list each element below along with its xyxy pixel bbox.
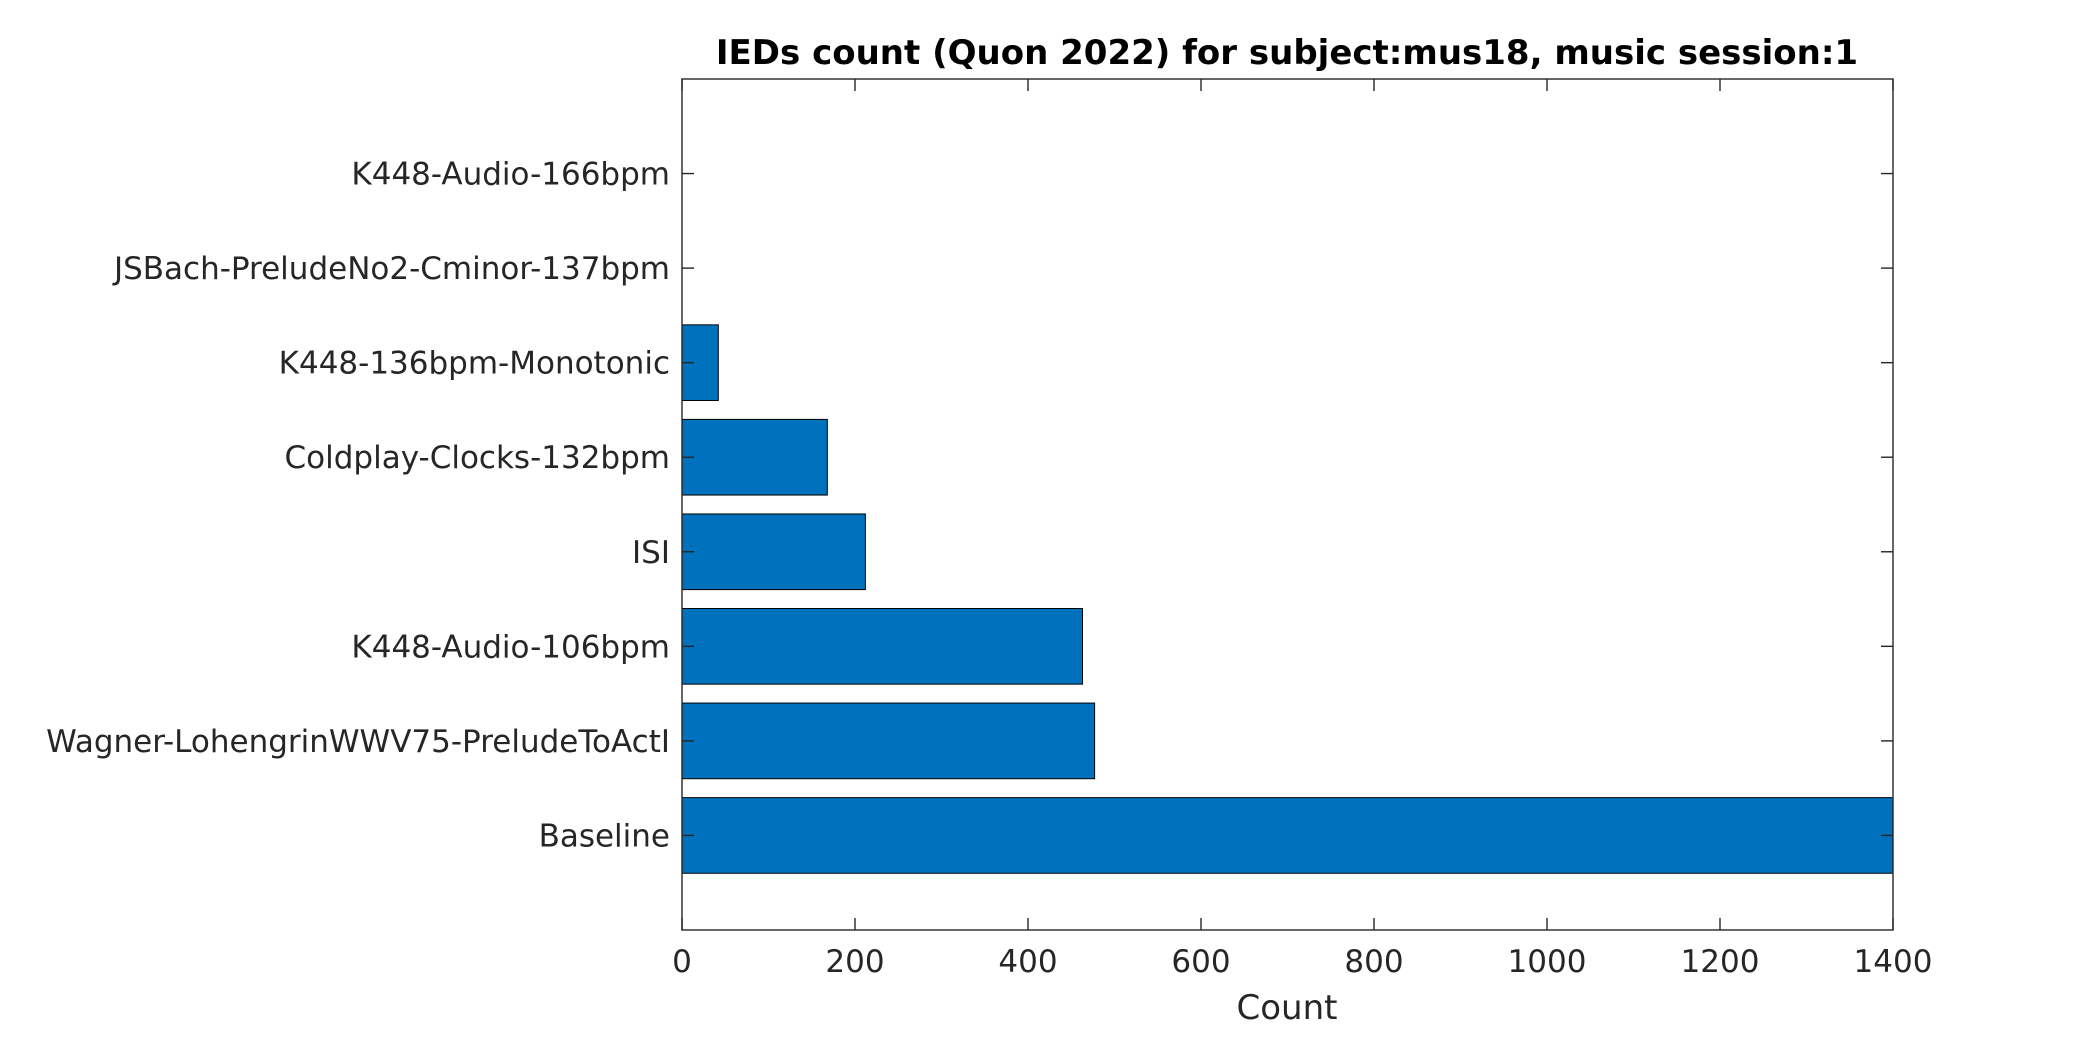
bar-6 bbox=[681, 608, 1083, 685]
x-tick-label-1: 0 bbox=[672, 944, 692, 980]
x-tick-label-6: 1000 bbox=[1508, 944, 1587, 980]
x-tick-label-7: 1200 bbox=[1681, 944, 1760, 980]
category-label-6: K448-Audio-106bpm bbox=[351, 629, 670, 665]
bar-7 bbox=[681, 702, 1096, 780]
category-labels-group: K448-Audio-166bpm JSBach-PreludeNo2-Cmino… bbox=[46, 157, 670, 855]
category-label-3: K448-136bpm-Monotonic bbox=[279, 346, 670, 382]
axis-ticks-group bbox=[681, 79, 1894, 930]
plot-area-frame bbox=[681, 78, 1894, 931]
x-tick-label-2: 200 bbox=[825, 944, 884, 980]
category-label-8: Baseline bbox=[539, 818, 670, 854]
bar-5 bbox=[681, 513, 866, 591]
chart-title: IEDs count (Quon 2022) for subject:mus18… bbox=[716, 33, 1858, 73]
category-label-5: ISI bbox=[632, 535, 670, 571]
x-tick-label-4: 600 bbox=[1171, 944, 1230, 980]
category-label-7: Wagner-LohengrinWWV75-PreludeToActI bbox=[46, 724, 670, 760]
bars-group bbox=[681, 324, 1894, 874]
x-tick-label-5: 800 bbox=[1344, 944, 1403, 980]
category-label-2: JSBach-PreludeNo2-Cminor-137bpm bbox=[112, 251, 670, 287]
bar-4 bbox=[681, 418, 828, 496]
bar-8 bbox=[681, 797, 1894, 874]
x-axis-title: Count bbox=[1237, 988, 1338, 1028]
x-tick-label-8: 1400 bbox=[1854, 944, 1933, 980]
x-tick-labels-group: 0 200 400 600 800 1000 1200 1400 bbox=[672, 944, 1932, 980]
category-label-1: K448-Audio-166bpm bbox=[351, 157, 670, 193]
category-label-4: Coldplay-Clocks-132bpm bbox=[285, 440, 670, 476]
x-tick-label-3: 400 bbox=[998, 944, 1057, 980]
